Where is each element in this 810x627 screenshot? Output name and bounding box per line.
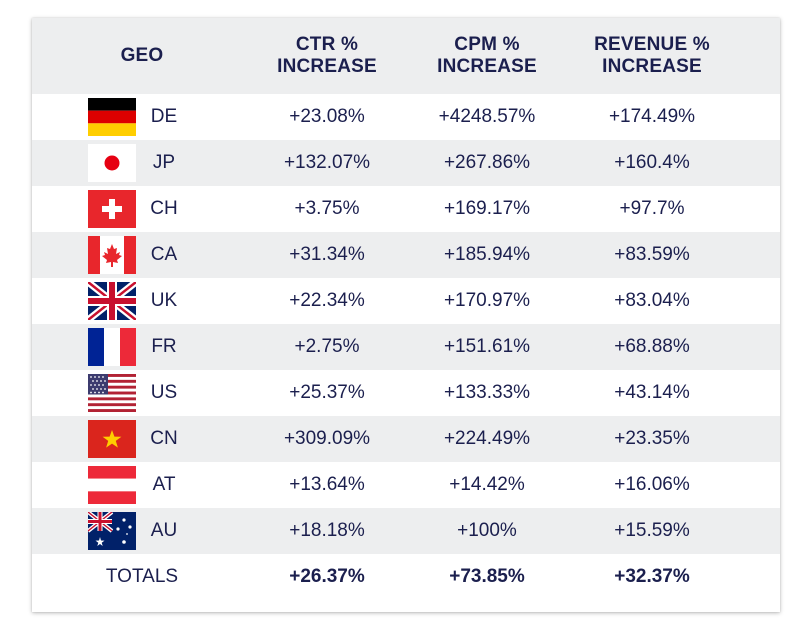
- geo-cell: US: [88, 370, 218, 416]
- totals-revenue-value: +32.37%: [614, 566, 690, 587]
- cpm-value: +4248.57%: [438, 106, 536, 127]
- geo-cell: CN: [88, 416, 218, 462]
- geo-cell: AT: [88, 462, 218, 508]
- cpm-value: +267.86%: [443, 152, 531, 173]
- table-row: AT +13.64% +14.42% +16.06%: [32, 462, 780, 508]
- ctr-value: +18.18%: [289, 520, 365, 541]
- geo-code: JP: [152, 152, 176, 173]
- geo-cell: JP: [88, 140, 218, 186]
- australia-flag-icon: [88, 512, 136, 550]
- totals-label: TOTALS: [105, 566, 179, 587]
- totals-cpm-value: +73.85%: [449, 566, 525, 587]
- canada-flag-icon: [88, 236, 136, 274]
- geo-cell: CA: [88, 232, 218, 278]
- geo-code: UK: [150, 290, 178, 311]
- geo-code: US: [150, 382, 178, 403]
- header-ctr-line2: INCREASE: [277, 56, 377, 77]
- revenue-value: +23.35%: [614, 428, 690, 449]
- france-flag-icon: [88, 328, 136, 366]
- geo-cell: AU: [88, 508, 218, 554]
- geo-code: CN: [150, 428, 178, 449]
- geo-cell: DE: [88, 94, 218, 140]
- revenue-value: +68.88%: [614, 336, 690, 357]
- totals-ctr-value: +26.37%: [289, 566, 365, 587]
- switzerland-flag-icon: [88, 190, 136, 228]
- austria-flag-icon: [88, 466, 136, 504]
- table-row: FR +2.75% +151.61% +68.88%: [32, 324, 780, 370]
- header-ctr: CTR % INCREASE: [252, 18, 402, 94]
- revenue-value: +16.06%: [614, 474, 690, 495]
- cpm-value: +14.42%: [449, 474, 525, 495]
- ctr-value: +13.64%: [289, 474, 365, 495]
- table-row: AU +18.18% +100% +15.59%: [32, 508, 780, 554]
- ctr-value: +22.34%: [289, 290, 365, 311]
- totals-row: TOTALS +26.37% +73.85% +32.37%: [32, 554, 780, 600]
- geo-performance-table: GEO CTR % INCREASE CPM % INCREASE REVENU…: [32, 18, 780, 612]
- ctr-value: +31.34%: [289, 244, 365, 265]
- header-revenue-line2: INCREASE: [602, 56, 702, 77]
- germany-flag-icon: [88, 98, 136, 136]
- table-row: CH +3.75% +169.17% +97.7%: [32, 186, 780, 232]
- revenue-value: +43.14%: [614, 382, 690, 403]
- cpm-value: +185.94%: [443, 244, 531, 265]
- header-geo-label: GEO: [120, 45, 164, 66]
- ctr-value: +3.75%: [294, 198, 360, 219]
- revenue-value: +97.7%: [619, 198, 685, 219]
- revenue-value: +15.59%: [614, 520, 690, 541]
- header-cpm: CPM % INCREASE: [407, 18, 567, 94]
- geo-cell: FR: [88, 324, 218, 370]
- table-row: UK +22.34% +170.97% +83.04%: [32, 278, 780, 324]
- ctr-value: +132.07%: [283, 152, 371, 173]
- table-row: CA +31.34% +185.94% +83.59%: [32, 232, 780, 278]
- cpm-value: +100%: [457, 520, 517, 541]
- header-cpm-line2: INCREASE: [437, 56, 537, 77]
- ctr-value: +25.37%: [289, 382, 365, 403]
- cpm-value: +133.33%: [443, 382, 531, 403]
- table-row: US +25.37% +133.33% +43.14%: [32, 370, 780, 416]
- geo-code: FR: [151, 336, 177, 357]
- cpm-value: +169.17%: [443, 198, 531, 219]
- geo-code: AU: [150, 520, 178, 541]
- geo-code: CA: [150, 244, 178, 265]
- header-cpm-line1: CPM %: [454, 34, 520, 55]
- header-revenue-line1: REVENUE %: [594, 34, 710, 55]
- revenue-value: +160.4%: [614, 152, 690, 173]
- revenue-value: +174.49%: [608, 106, 696, 127]
- geo-cell: CH: [88, 186, 218, 232]
- table-header: GEO CTR % INCREASE CPM % INCREASE REVENU…: [32, 18, 780, 94]
- table-row: CN +309.09% +224.49% +23.35%: [32, 416, 780, 462]
- ctr-value: +23.08%: [289, 106, 365, 127]
- table-row: DE +23.08% +4248.57% +174.49%: [32, 94, 780, 140]
- geo-code: CH: [150, 198, 178, 219]
- table-row: JP +132.07% +267.86% +160.4%: [32, 140, 780, 186]
- ctr-value: +309.09%: [283, 428, 371, 449]
- header-geo: GEO: [88, 18, 196, 94]
- geo-cell: UK: [88, 278, 218, 324]
- cpm-value: +224.49%: [443, 428, 531, 449]
- revenue-value: +83.04%: [614, 290, 690, 311]
- header-ctr-line1: CTR %: [295, 34, 359, 55]
- usa-flag-icon: [88, 374, 136, 412]
- revenue-value: +83.59%: [614, 244, 690, 265]
- geo-code: AT: [152, 474, 176, 495]
- header-revenue: REVENUE % INCREASE: [572, 18, 732, 94]
- uk-flag-icon: [88, 282, 136, 320]
- vietnam-flag-icon: [88, 420, 136, 458]
- cpm-value: +151.61%: [443, 336, 531, 357]
- japan-flag-icon: [88, 144, 136, 182]
- geo-code: DE: [150, 106, 178, 127]
- cpm-value: +170.97%: [443, 290, 531, 311]
- ctr-value: +2.75%: [294, 336, 360, 357]
